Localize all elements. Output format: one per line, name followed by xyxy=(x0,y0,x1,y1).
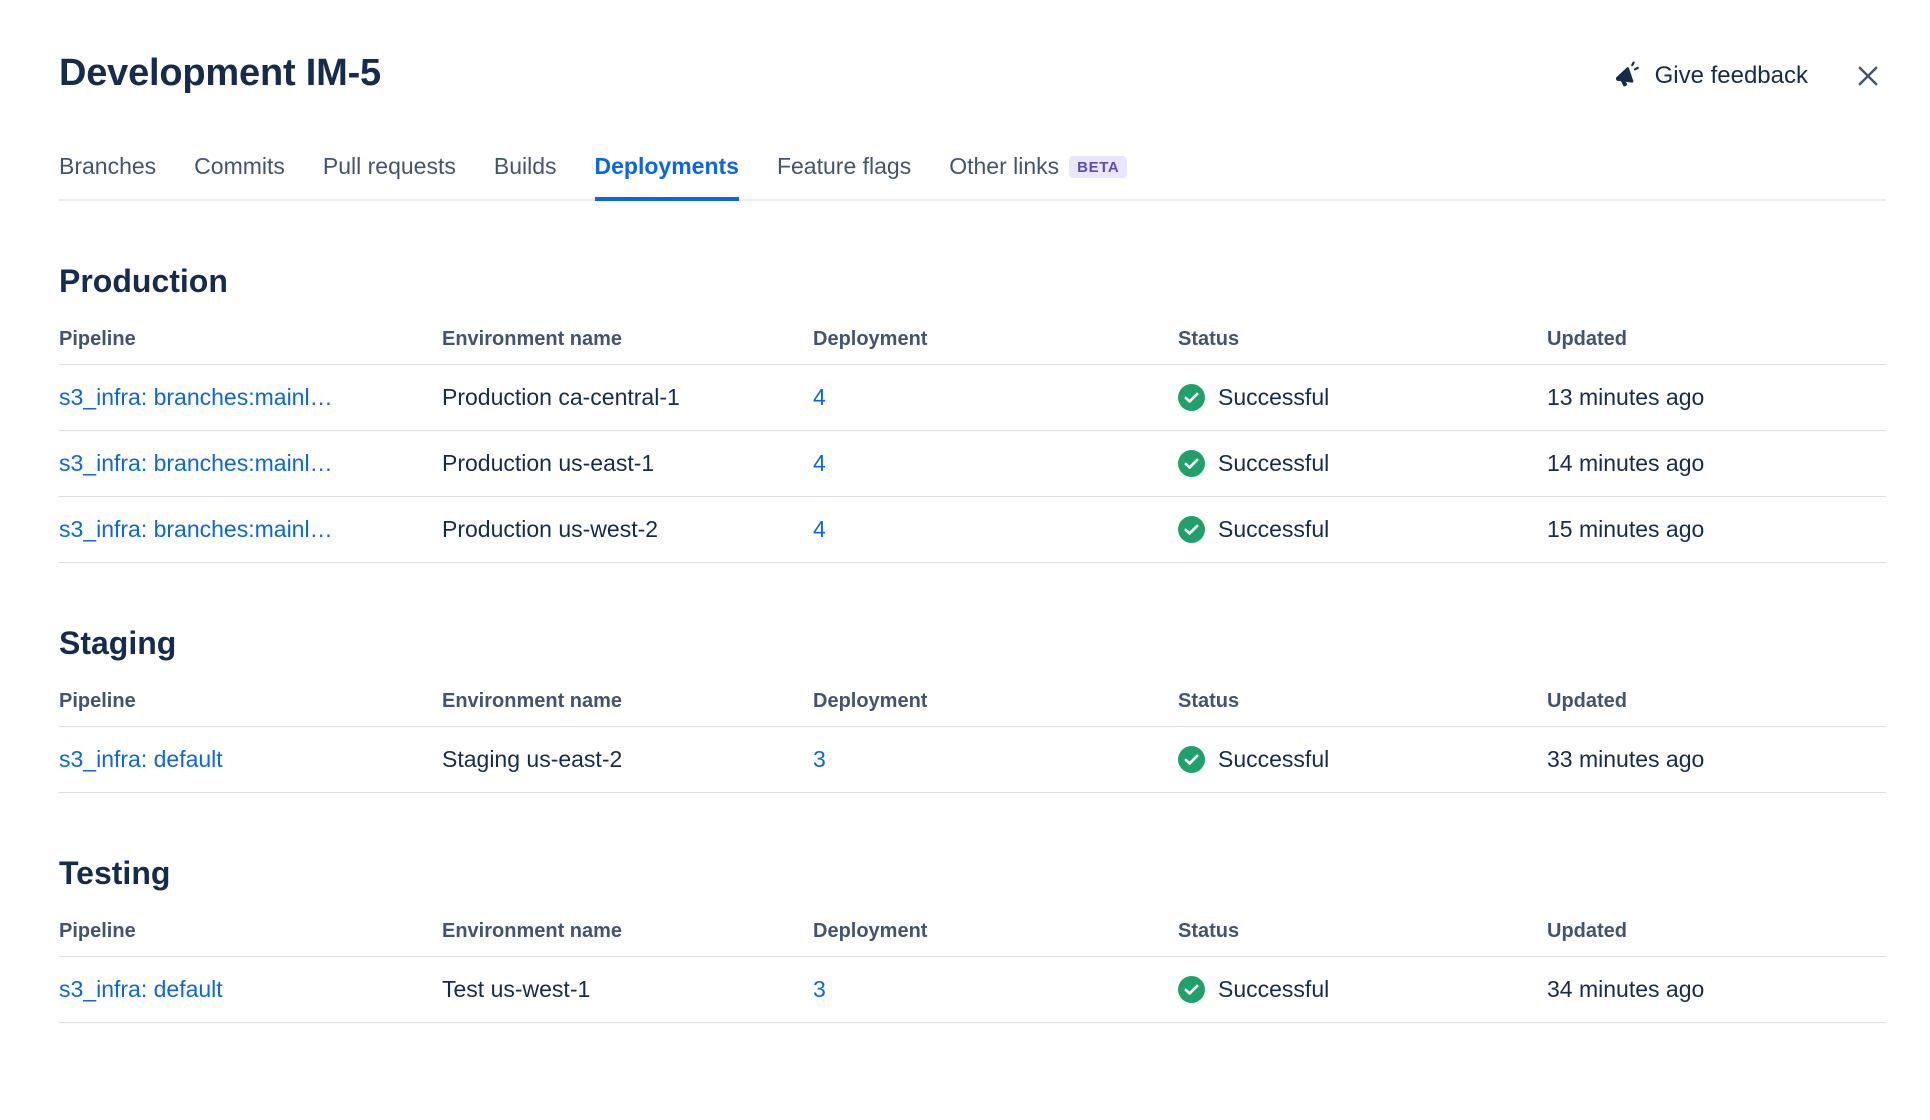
updated-time: 13 minutes ago xyxy=(1547,384,1705,410)
section-title: Testing xyxy=(59,855,171,891)
tab-branches[interactable]: Branches xyxy=(59,153,156,201)
column-header-status: Status xyxy=(1178,690,1240,712)
section-testing: Testing Pipeline Environment name Deploy… xyxy=(59,855,1886,1023)
deployments-table: Pipeline Environment name Deployment Sta… xyxy=(59,314,1886,563)
column-header-environment: Environment name xyxy=(442,690,623,712)
deployment-link[interactable]: 3 xyxy=(813,746,826,772)
table-header-row: Pipeline Environment name Deployment Sta… xyxy=(59,676,1886,727)
environment-name: Test us-west-1 xyxy=(442,976,591,1002)
deployment-link[interactable]: 4 xyxy=(813,384,826,410)
column-header-updated: Updated xyxy=(1547,920,1627,942)
section-title: Production xyxy=(59,263,228,299)
section-title: Staging xyxy=(59,625,177,661)
tab-label: Builds xyxy=(493,153,557,179)
give-feedback-label: Give feedback xyxy=(1654,62,1808,89)
updated-time: 14 minutes ago xyxy=(1547,450,1705,476)
tab-label: Branches xyxy=(59,153,157,179)
table-row: s3_infra: branches:mainl… Production us-… xyxy=(59,431,1886,497)
pipeline-link[interactable]: s3_infra: branches:mainl… xyxy=(59,516,333,542)
status-label: Successful xyxy=(1218,516,1330,542)
column-header-deployment: Deployment xyxy=(813,328,928,350)
column-header-pipeline: Pipeline xyxy=(59,920,136,942)
column-header-updated: Updated xyxy=(1547,328,1627,350)
tab-label: Feature flags xyxy=(776,153,912,179)
dev-panel-tabs: Branches Commits Pull requests Builds De… xyxy=(59,153,1886,201)
success-check-icon xyxy=(1178,516,1205,543)
deployment-link[interactable]: 4 xyxy=(813,450,826,476)
updated-time: 34 minutes ago xyxy=(1547,976,1705,1002)
tab-commits[interactable]: Commits xyxy=(194,153,285,201)
deployments-table: Pipeline Environment name Deployment Sta… xyxy=(59,906,1886,1023)
tab-deployments[interactable]: Deployments xyxy=(594,153,739,201)
pipeline-link[interactable]: s3_infra: branches:mainl… xyxy=(59,384,333,410)
pipeline-link[interactable]: s3_infra: default xyxy=(59,976,223,1002)
updated-time: 15 minutes ago xyxy=(1547,516,1705,542)
deployments-table: Pipeline Environment name Deployment Sta… xyxy=(59,676,1886,793)
status-label: Successful xyxy=(1218,384,1330,410)
column-header-deployment: Deployment xyxy=(813,690,928,712)
tab-label: Pull requests xyxy=(322,153,456,179)
section-staging: Staging Pipeline Environment name Deploy… xyxy=(59,625,1886,793)
deployment-link[interactable]: 3 xyxy=(813,976,826,1002)
success-check-icon xyxy=(1178,976,1205,1003)
table-header-row: Pipeline Environment name Deployment Sta… xyxy=(59,906,1886,957)
beta-badge: BETA xyxy=(1069,155,1128,178)
updated-time: 33 minutes ago xyxy=(1547,746,1705,772)
tab-builds[interactable]: Builds xyxy=(494,153,557,201)
environment-name: Production us-east-1 xyxy=(442,450,655,476)
environment-name: Production ca-central-1 xyxy=(442,384,680,410)
column-header-status: Status xyxy=(1178,328,1240,350)
dialog-header: Development IM-5 Give feedback xyxy=(59,52,1886,95)
tab-label: Other links xyxy=(949,153,1060,179)
table-row: s3_infra: branches:mainl… Production us-… xyxy=(59,497,1886,563)
header-actions: Give feedback xyxy=(1612,52,1886,94)
give-feedback-button[interactable]: Give feedback xyxy=(1612,61,1808,91)
pipeline-link[interactable]: s3_infra: branches:mainl… xyxy=(59,450,333,476)
megaphone-icon xyxy=(1612,61,1642,91)
status-label: Successful xyxy=(1218,450,1330,476)
column-header-pipeline: Pipeline xyxy=(59,690,136,712)
pipeline-link[interactable]: s3_infra: default xyxy=(59,746,223,772)
development-dialog: Development IM-5 Give feedback xyxy=(59,52,1886,1023)
tab-feature-flags[interactable]: Feature flags xyxy=(777,153,911,201)
column-header-environment: Environment name xyxy=(442,920,623,942)
table-row: s3_infra: default Test us-west-1 3 Succe… xyxy=(59,957,1886,1023)
status-label: Successful xyxy=(1218,976,1330,1002)
close-button[interactable] xyxy=(1850,58,1886,94)
table-row: s3_infra: branches:mainl… Production ca-… xyxy=(59,365,1886,431)
success-check-icon xyxy=(1178,450,1205,477)
table-header-row: Pipeline Environment name Deployment Sta… xyxy=(59,314,1886,365)
column-header-pipeline: Pipeline xyxy=(59,328,136,350)
tab-label: Deployments xyxy=(594,153,739,179)
close-icon xyxy=(1854,62,1882,90)
tab-other-links[interactable]: Other links BETA xyxy=(949,153,1128,201)
tab-label: Commits xyxy=(194,153,285,179)
tab-pull-requests[interactable]: Pull requests xyxy=(323,153,456,201)
page-title: Development IM-5 xyxy=(59,52,381,94)
column-header-updated: Updated xyxy=(1547,690,1627,712)
column-header-deployment: Deployment xyxy=(813,920,928,942)
environment-name: Staging us-east-2 xyxy=(442,746,623,772)
column-header-status: Status xyxy=(1178,920,1240,942)
success-check-icon xyxy=(1178,384,1205,411)
success-check-icon xyxy=(1178,746,1205,773)
deployment-link[interactable]: 4 xyxy=(813,516,826,542)
status-label: Successful xyxy=(1218,746,1330,772)
environment-name: Production us-west-2 xyxy=(442,516,659,542)
section-production: Production Pipeline Environment name Dep… xyxy=(59,263,1886,563)
column-header-environment: Environment name xyxy=(442,328,623,350)
table-row: s3_infra: default Staging us-east-2 3 Su… xyxy=(59,727,1886,793)
